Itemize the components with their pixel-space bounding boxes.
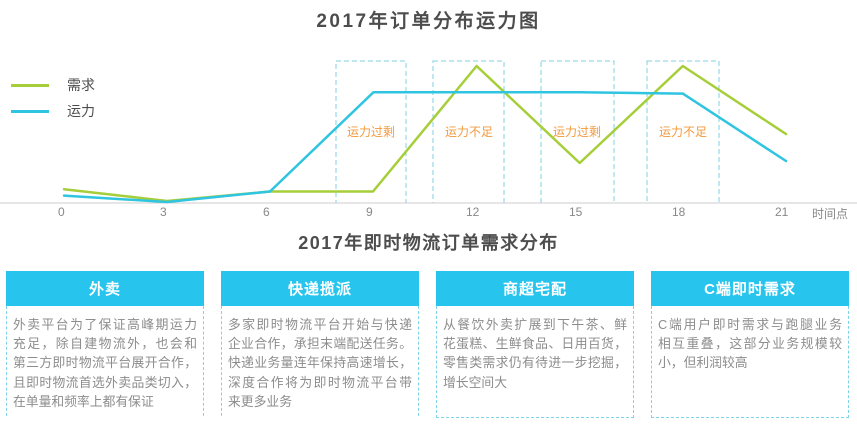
svg-text:运力不足: 运力不足	[445, 125, 493, 139]
svg-text:运力过剩: 运力过剩	[553, 125, 601, 139]
svg-text:运力过剩: 运力过剩	[347, 125, 395, 139]
svg-text:运力不足: 运力不足	[659, 125, 707, 139]
